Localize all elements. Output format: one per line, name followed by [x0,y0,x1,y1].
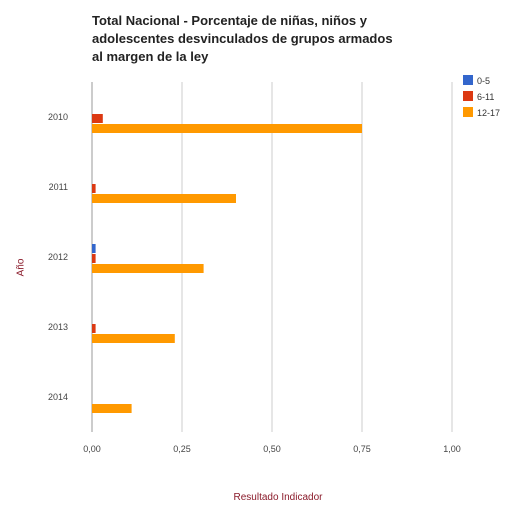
legend-label: 6-11 [477,92,494,102]
legend-swatch [463,75,473,85]
bar [92,244,96,253]
y-tick-label: 2010 [48,112,68,122]
legend-label: 0-5 [477,76,490,86]
title-line-2: adolescentes desvinculados de grupos arm… [92,31,393,46]
title-line-1: Total Nacional - Porcentaje de niñas, ni… [92,13,367,28]
x-tick-label: 0,00 [83,444,101,454]
x-tick-label: 0,75 [353,444,371,454]
x-axis-label: Resultado Indicador [233,492,323,503]
y-tick-label: 2011 [49,182,68,192]
bar [92,404,132,413]
legend-swatch [463,107,473,117]
chart-title: Total Nacional - Porcentaje de niñas, ni… [92,12,472,66]
bar [92,194,236,203]
y-tick-label: 2012 [48,252,68,262]
legend-label: 12-17 [477,108,500,118]
y-tick-label: 2013 [48,322,68,332]
y-tick-label: 2014 [48,392,68,402]
bar [92,324,96,333]
bar [92,264,204,273]
y-axis-label: Año [15,258,27,277]
bar [92,114,103,123]
bar [92,334,175,343]
title-line-3: al margen de la ley [92,49,209,64]
bar [92,254,96,263]
x-tick-label: 1,00 [443,444,461,454]
bar [92,124,362,133]
legend-swatch [463,91,473,101]
x-tick-label: 0,25 [173,444,191,454]
x-tick-label: 0,50 [263,444,281,454]
bar [92,184,96,193]
